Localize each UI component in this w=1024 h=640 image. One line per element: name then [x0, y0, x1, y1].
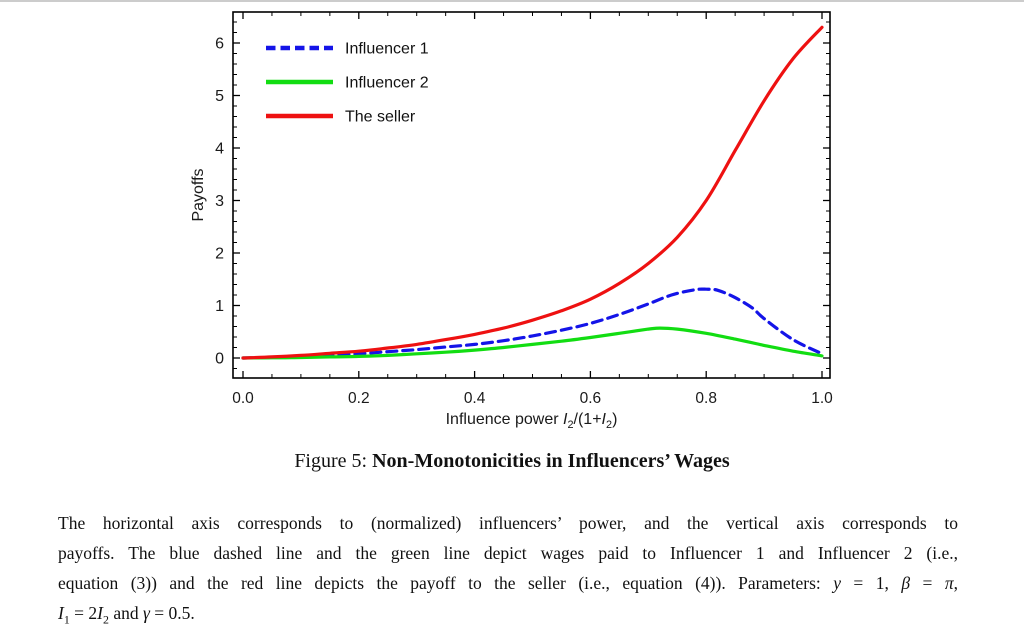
- math-sub-2: 2: [102, 612, 109, 627]
- xlabel-var-i2: I: [563, 411, 568, 428]
- description-line-3: equation (3)) and the red line depicts t…: [58, 568, 958, 598]
- xlabel-sub-2b: 2: [606, 419, 613, 432]
- legend-label-influencer-2: Influencer 2: [345, 75, 429, 92]
- plot-frame: [232, 11, 831, 379]
- desc-run: = 1,: [840, 573, 902, 593]
- y-axis-label: Payoffs: [190, 168, 207, 222]
- description-line-2: payoffs. The blue dashed line and the gr…: [58, 543, 958, 563]
- y-tick-label: 1: [215, 298, 224, 315]
- y-tick-label: 3: [215, 193, 224, 210]
- x-axis-label: Influence power I2/(1+I2): [233, 411, 830, 431]
- math-gamma: γ: [142, 603, 150, 623]
- desc-run: = 2: [69, 603, 98, 623]
- y-tick-label: 0: [215, 351, 224, 368]
- desc-run: ,: [953, 573, 958, 593]
- x-tick-label: 1.0: [811, 390, 833, 407]
- figure-caption: Figure 5: Non-Monotonicities in Influenc…: [0, 450, 1024, 473]
- description-line-1: The horizontal axis corresponds to (norm…: [58, 513, 958, 533]
- math-I2: I: [97, 603, 103, 623]
- xlabel-text: Influence power: [445, 411, 564, 428]
- figure-description: The horizontal axis corresponds to (norm…: [58, 508, 958, 635]
- desc-run: = 0.5.: [149, 603, 195, 623]
- y-tick-label: 5: [215, 88, 224, 105]
- math-y: y: [833, 573, 841, 593]
- x-tick-label: 0.2: [348, 390, 370, 407]
- math-beta: β: [901, 573, 911, 593]
- xlabel-var-i2b: I: [601, 411, 606, 428]
- x-tick-label: 0.0: [232, 390, 254, 407]
- figure-caption-title: Non-Monotonicities in Influencers’ Wages: [372, 450, 730, 472]
- y-tick-label: 2: [215, 246, 224, 263]
- xlabel-suffix: ): [612, 411, 618, 428]
- desc-run: =: [910, 573, 945, 593]
- desc-run: and: [108, 603, 143, 623]
- x-tick-label: 0.8: [695, 390, 717, 407]
- desc-run: equation (3)) and the red line depicts t…: [58, 573, 834, 593]
- math-pi: π: [944, 573, 954, 593]
- curve-influencer-2: [241, 326, 824, 360]
- xlabel-sub-2: 2: [567, 419, 574, 432]
- description-line-4: I1 = 2I2 and γ = 0.5.: [58, 598, 958, 635]
- payoff-chart: 0.0 0.2 0.4 0.6 0.8 1.0 0 1 2 3 4 5 6 Influencer 1 Inf…: [215, 11, 833, 407]
- curve-the-seller: [241, 25, 824, 360]
- x-tick-label: 0.6: [580, 390, 602, 407]
- y-tick-label: 6: [215, 36, 224, 53]
- math-I1: I: [58, 603, 64, 623]
- legend-label-the-seller: The seller: [345, 109, 416, 126]
- x-tick-label: 0.4: [464, 390, 486, 407]
- curve-influencer-1: [241, 287, 824, 360]
- top-divider: [0, 0, 1024, 2]
- y-tick-label: 4: [215, 141, 224, 158]
- figure-caption-prefix: Figure 5:: [294, 450, 373, 472]
- math-sub-1: 1: [63, 612, 70, 627]
- xlabel-mid: /(1+: [573, 411, 602, 428]
- legend-label-influencer-1: Influencer 1: [345, 41, 429, 58]
